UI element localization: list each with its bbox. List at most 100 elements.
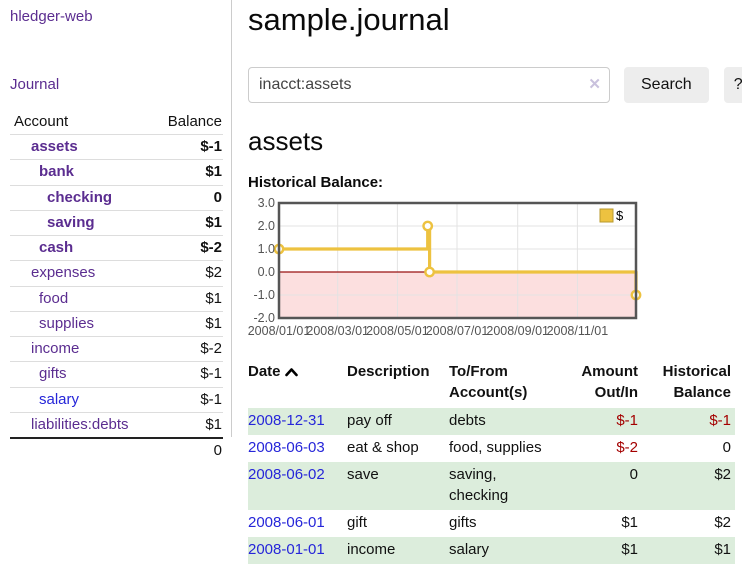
account-link-expenses[interactable]: expenses — [31, 264, 96, 282]
account-balance: $1 — [152, 210, 223, 237]
transaction-amount: $1 — [621, 514, 638, 531]
clear-search-icon[interactable]: ✕ — [588, 76, 601, 93]
svg-text:0.0: 0.0 — [258, 265, 275, 279]
transaction-date-link[interactable]: 2008-01-01 — [248, 540, 325, 558]
transaction-historical-balance: $2 — [714, 465, 731, 483]
register-header-amount: Amount Out/In — [581, 363, 638, 401]
help-button[interactable]: ? — [723, 67, 742, 103]
register-table: Date Description To/From Account(s) Amou… — [248, 358, 735, 564]
transaction-accounts: gifts — [449, 514, 477, 531]
transaction-description: save — [347, 465, 379, 483]
account-balance: $2 — [152, 260, 223, 287]
transaction-historical-balance: 0 — [722, 438, 731, 456]
historical-balance-chart: $ 3.0 2.0 1.0 0.0 -1.0 -2.0 2008/01/01 2… — [248, 196, 742, 341]
transaction-amount: 0 — [629, 465, 638, 483]
account-link-cash[interactable]: cash — [39, 239, 74, 256]
search-button[interactable]: Search — [624, 67, 709, 103]
account-link-income[interactable]: income — [31, 340, 80, 357]
account-link-liabilities-debts[interactable]: liabilities:debts — [31, 415, 129, 433]
transaction-description: income — [347, 540, 396, 558]
sort-ascending-icon — [284, 362, 298, 383]
transaction-date-link[interactable]: 2008-06-03 — [248, 438, 325, 456]
account-balance: $-1 — [152, 361, 223, 388]
accounts-total-row: 0 — [10, 436, 223, 464]
transaction-date-link[interactable]: 2008-06-02 — [248, 465, 325, 483]
register-header-description: Description — [347, 363, 430, 380]
account-balance: 0 — [152, 185, 223, 211]
accounts-balance-table: Account Balance assets $-1 bank $1 check… — [10, 110, 223, 464]
accounts-total-value: 0 — [152, 436, 223, 464]
chart-canvas: $ 3.0 2.0 1.0 0.0 -1.0 -2.0 2008/01/01 2… — [248, 196, 642, 338]
chart-legend: $ — [596, 207, 632, 225]
account-link-assets[interactable]: assets — [31, 138, 78, 155]
register-row: 2008-06-03 eat & shop food, supplies $-2… — [248, 435, 735, 462]
transaction-description: eat & shop — [347, 438, 419, 456]
chart-y-axis-labels: 3.0 2.0 1.0 0.0 -1.0 -2.0 — [253, 196, 275, 325]
register-row: 2008-06-02 save saving, checking 0 $2 — [248, 461, 735, 510]
transaction-description: pay off — [347, 412, 392, 429]
svg-text:3.0: 3.0 — [258, 196, 275, 210]
register-row: 2008-06-01 gift gifts $1 $2 — [248, 510, 735, 537]
transaction-date-link[interactable]: 2008-06-01 — [248, 514, 325, 531]
svg-text:2008/07/01: 2008/07/01 — [426, 324, 489, 338]
account-link-food[interactable]: food — [39, 289, 69, 307]
account-row: assets $-1 — [10, 134, 223, 161]
search-form: ✕ Search ? — [248, 67, 742, 103]
register-header-historical: Historical Balance — [662, 363, 731, 401]
account-balance: $-1 — [152, 387, 223, 413]
transaction-date-link[interactable]: 2008-12-31 — [248, 412, 325, 429]
transaction-accounts: salary — [449, 540, 490, 558]
account-link-saving[interactable]: saving — [47, 213, 95, 231]
account-link-salary[interactable]: salary — [39, 390, 80, 408]
transaction-accounts: saving, checking — [449, 465, 509, 505]
account-row: saving $1 — [10, 210, 223, 237]
account-heading: assets — [248, 126, 324, 156]
legend-label: $ — [616, 208, 624, 223]
account-balance: $1 — [152, 412, 223, 439]
account-row: liabilities:debts $1 — [10, 412, 223, 439]
register-row: 2008-12-31 pay off debts $-1 $-1 — [248, 408, 735, 435]
transaction-description: gift — [347, 514, 368, 531]
transaction-amount: $-2 — [616, 438, 638, 456]
svg-text:1.0: 1.0 — [258, 242, 275, 256]
register-header-date[interactable]: Date — [248, 358, 347, 408]
sidebar: hledger-web Journal Account Balance asse… — [0, 0, 232, 564]
svg-text:2008/01/01: 2008/01/01 — [248, 324, 311, 338]
account-balance: $1 — [152, 286, 223, 312]
account-row: supplies $1 — [10, 311, 223, 338]
register-header-date-label: Date — [248, 363, 281, 380]
account-row: bank $1 — [10, 159, 223, 186]
register-row: 2008-01-01 income salary $1 $1 — [248, 536, 735, 564]
account-balance: $-2 — [152, 336, 223, 363]
account-row: food $1 — [10, 286, 223, 312]
account-link-checking[interactable]: checking — [47, 188, 113, 206]
main-content: sample.journal ✕ Search ? assets Histori… — [232, 0, 742, 564]
account-row: cash $-2 — [10, 235, 223, 262]
svg-text:2.0: 2.0 — [258, 219, 275, 233]
account-row: checking 0 — [10, 185, 223, 211]
account-row: expenses $2 — [10, 260, 223, 287]
transaction-historical-balance: $-1 — [709, 412, 731, 429]
transaction-amount: $-1 — [616, 412, 638, 429]
transaction-historical-balance: $2 — [714, 514, 731, 531]
register-header-tofrom: To/From Account(s) — [449, 363, 528, 401]
accounts-header-balance: Balance — [152, 110, 223, 135]
transaction-amount: $1 — [621, 540, 638, 558]
svg-text:-2.0: -2.0 — [253, 311, 275, 325]
chart-border — [277, 201, 638, 320]
chart-x-axis-labels: 2008/01/01 2008/03/01 2008/05/01 2008/07… — [248, 324, 609, 338]
account-link-bank[interactable]: bank — [39, 163, 75, 181]
transaction-accounts: food, supplies — [449, 438, 542, 456]
brand-link[interactable]: hledger-web — [10, 8, 93, 25]
search-input[interactable] — [248, 67, 610, 103]
sidebar-item-journal[interactable]: Journal — [10, 76, 60, 93]
chart-heading: Historical Balance: — [248, 174, 384, 191]
account-link-gifts[interactable]: gifts — [39, 365, 67, 383]
account-row: income $-2 — [10, 336, 223, 363]
account-balance: $-2 — [152, 235, 223, 262]
account-link-supplies[interactable]: supplies — [39, 314, 95, 332]
legend-swatch-icon — [599, 208, 614, 223]
accounts-header-account: Account — [10, 110, 153, 135]
svg-text:-1.0: -1.0 — [253, 288, 275, 302]
account-balance: $-1 — [152, 134, 223, 161]
